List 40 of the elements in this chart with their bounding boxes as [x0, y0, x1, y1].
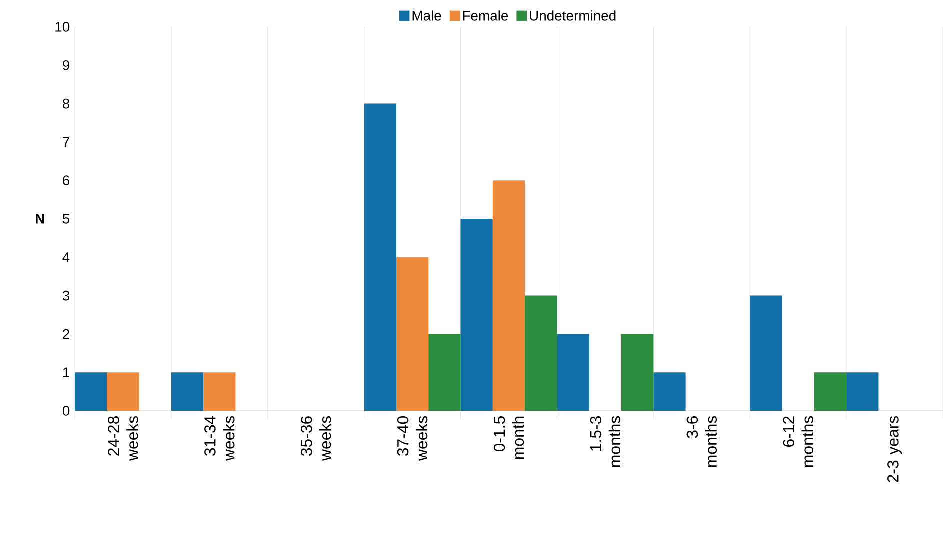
bar: [460, 218, 493, 411]
bar: [364, 104, 396, 411]
y-tick-label: 6: [63, 176, 70, 186]
x-tick-label: 6-12 months: [783, 416, 814, 468]
x-tick-label: 3-6 months: [686, 416, 717, 468]
x-tick-label: 2-3 years: [888, 416, 902, 482]
bar: [75, 372, 108, 411]
bar: [492, 180, 526, 411]
bar: [204, 372, 236, 411]
x-tick-label: 37-40 weeks: [397, 416, 428, 462]
y-tick-label: 1: [63, 368, 70, 378]
y-tick-label: 2: [63, 329, 70, 340]
bar: [654, 372, 686, 411]
bar: [396, 257, 429, 411]
y-tick-label: 3: [62, 290, 70, 301]
bar: [428, 334, 461, 411]
bar: [846, 372, 879, 411]
bar: [750, 296, 782, 411]
y-tick-label: 7: [63, 137, 70, 147]
x-tick-label: 1.5-3 months: [590, 416, 621, 468]
y-axis-title: N: [36, 214, 44, 224]
bar: [557, 334, 590, 411]
legend-label: Male: [412, 10, 442, 21]
bar: [525, 296, 558, 411]
y-tick-label: 5: [62, 214, 70, 224]
legend-label: Undetermined: [530, 10, 616, 21]
x-tick-label: 35-36 weeks: [301, 416, 332, 462]
y-tick-label: 8: [63, 98, 70, 109]
y-tick-label: 0: [62, 406, 70, 416]
y-tick-label: 10: [56, 22, 70, 32]
legend-label: Female: [463, 10, 508, 21]
bar: [622, 334, 654, 411]
x-tick-label: 31-34 weeks: [204, 416, 235, 462]
bar: [171, 372, 204, 411]
y-tick-label: 9: [63, 60, 70, 70]
bar: [814, 372, 847, 411]
x-tick-label: 0-1.5 month: [494, 416, 524, 460]
y-tick-label: 4: [62, 252, 70, 262]
bar: [107, 372, 140, 411]
x-tick-label: 24-28 weeks: [108, 416, 138, 462]
